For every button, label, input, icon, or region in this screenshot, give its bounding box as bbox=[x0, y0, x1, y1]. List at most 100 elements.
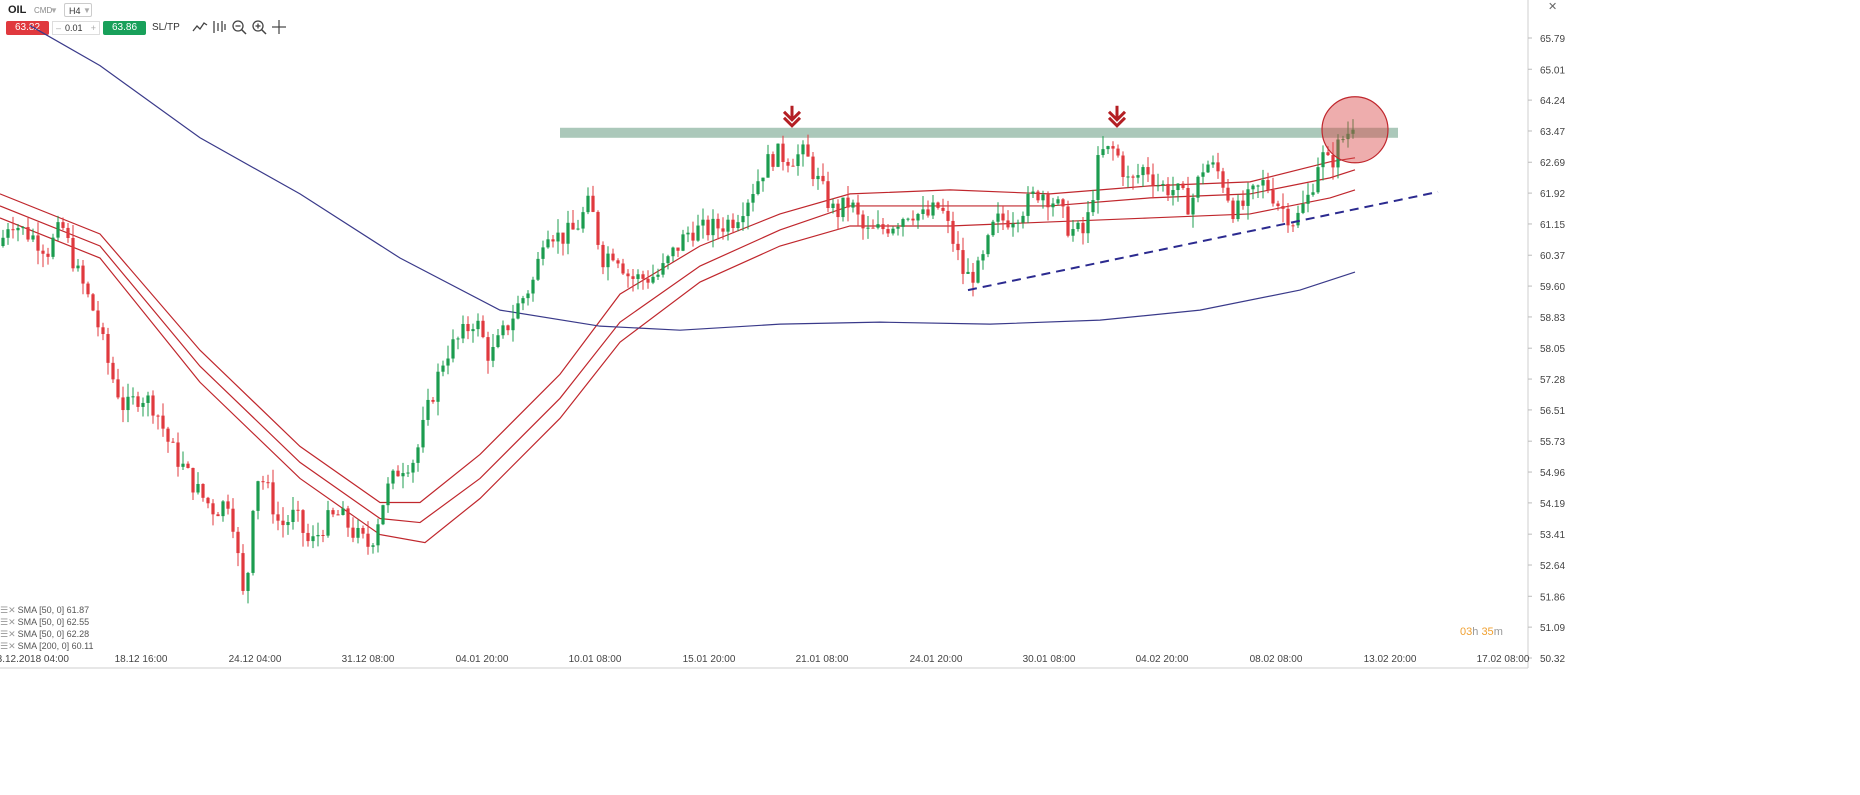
candle-bearish[interactable] bbox=[871, 227, 875, 229]
candle-bullish[interactable] bbox=[991, 221, 995, 236]
candle-bearish[interactable] bbox=[271, 482, 275, 515]
candle-bullish[interactable] bbox=[831, 203, 835, 209]
candle-bearish[interactable] bbox=[1186, 187, 1190, 215]
candle-bearish[interactable] bbox=[301, 510, 305, 533]
candle-bearish[interactable] bbox=[771, 154, 775, 167]
candle-bullish[interactable] bbox=[316, 534, 320, 537]
candle-bearish[interactable] bbox=[351, 527, 355, 538]
candle-bearish[interactable] bbox=[1286, 208, 1290, 226]
candle-bullish[interactable] bbox=[1171, 190, 1175, 196]
candle-bearish[interactable] bbox=[806, 144, 810, 157]
candle-bullish[interactable] bbox=[1256, 185, 1260, 187]
candle-bearish[interactable] bbox=[466, 323, 470, 332]
candle-bearish[interactable] bbox=[241, 553, 245, 591]
candle-bullish[interactable] bbox=[876, 224, 880, 228]
indicators-icon[interactable] bbox=[211, 19, 227, 35]
candle-bullish[interactable] bbox=[981, 254, 985, 261]
candle-bullish[interactable] bbox=[866, 227, 870, 229]
candle-bearish[interactable] bbox=[631, 276, 635, 279]
candle-bullish[interactable] bbox=[1341, 139, 1345, 141]
candle-bullish[interactable] bbox=[1321, 152, 1325, 168]
candle-bullish[interactable] bbox=[76, 265, 80, 269]
candle-bullish[interactable] bbox=[421, 419, 425, 448]
candle-bearish[interactable] bbox=[836, 203, 840, 218]
candle-bearish[interactable] bbox=[1111, 146, 1115, 149]
candle-bullish[interactable] bbox=[581, 212, 585, 229]
candle-bearish[interactable] bbox=[706, 219, 710, 236]
candle-bullish[interactable] bbox=[801, 144, 805, 155]
candle-bearish[interactable] bbox=[171, 441, 175, 443]
candle-bullish[interactable] bbox=[16, 227, 20, 231]
candle-bullish[interactable] bbox=[766, 154, 770, 178]
sl-tp-button[interactable]: SL/TP bbox=[152, 22, 180, 33]
candle-bearish[interactable] bbox=[151, 395, 155, 416]
candle-bullish[interactable] bbox=[451, 339, 455, 359]
candle-bearish[interactable] bbox=[46, 253, 50, 257]
candle-bearish[interactable] bbox=[626, 273, 630, 277]
candle-bearish[interactable] bbox=[66, 227, 70, 238]
candle-bearish[interactable] bbox=[281, 520, 285, 526]
candle-bullish[interactable] bbox=[1156, 185, 1160, 187]
candle-bullish[interactable] bbox=[51, 237, 55, 257]
candle-bearish[interactable] bbox=[811, 156, 815, 180]
candle-bullish[interactable] bbox=[1041, 194, 1045, 201]
candle-bearish[interactable] bbox=[611, 253, 615, 261]
candle-bullish[interactable] bbox=[1191, 197, 1195, 215]
candle-bullish[interactable] bbox=[751, 194, 755, 203]
candle-bullish[interactable] bbox=[1211, 162, 1215, 165]
candle-bearish[interactable] bbox=[616, 260, 620, 264]
candle-bullish[interactable] bbox=[196, 483, 200, 493]
candle-bullish[interactable] bbox=[1, 237, 5, 247]
candle-bullish[interactable] bbox=[406, 472, 410, 474]
candle-bearish[interactable] bbox=[191, 467, 195, 493]
candle-bullish[interactable] bbox=[441, 365, 445, 372]
candle-bearish[interactable] bbox=[601, 244, 605, 268]
candle-bearish[interactable] bbox=[561, 232, 565, 244]
candle-bullish[interactable] bbox=[656, 274, 660, 277]
candle-bearish[interactable] bbox=[11, 229, 15, 231]
candle-bearish[interactable] bbox=[101, 327, 105, 335]
candle-bearish[interactable] bbox=[1146, 167, 1150, 175]
candle-bullish[interactable] bbox=[521, 298, 525, 304]
candle-bullish[interactable] bbox=[56, 222, 60, 238]
candle-bearish[interactable] bbox=[346, 508, 350, 528]
candle-bullish[interactable] bbox=[246, 572, 250, 591]
candle-bullish[interactable] bbox=[131, 396, 135, 398]
candle-bearish[interactable] bbox=[731, 219, 735, 229]
candle-bullish[interactable] bbox=[1301, 203, 1305, 213]
candle-bullish[interactable] bbox=[1336, 139, 1340, 168]
candle-bullish[interactable] bbox=[416, 447, 420, 463]
candle-bearish[interactable] bbox=[721, 228, 725, 232]
candle-bullish[interactable] bbox=[251, 510, 255, 573]
candle-bearish[interactable] bbox=[821, 175, 825, 182]
candle-bullish[interactable] bbox=[661, 263, 665, 275]
candle-bullish[interactable] bbox=[841, 197, 845, 218]
candle-bearish[interactable] bbox=[961, 250, 965, 274]
candle-bullish[interactable] bbox=[606, 253, 610, 268]
candle-bearish[interactable] bbox=[1266, 180, 1270, 190]
candle-bearish[interactable] bbox=[1046, 194, 1050, 208]
candle-bearish[interactable] bbox=[366, 533, 370, 547]
sma-50-line[interactable] bbox=[0, 169, 1356, 524]
candle-bearish[interactable] bbox=[1166, 183, 1170, 196]
candle-bullish[interactable] bbox=[636, 274, 640, 279]
candle-bullish[interactable] bbox=[556, 232, 560, 242]
candle-bullish[interactable] bbox=[576, 228, 580, 230]
candle-bullish[interactable] bbox=[126, 396, 130, 411]
candle-bullish[interactable] bbox=[256, 481, 260, 511]
timeframe-select[interactable]: H4 ▼ bbox=[64, 3, 92, 17]
candle-bullish[interactable] bbox=[931, 202, 935, 216]
candle-bullish[interactable] bbox=[761, 177, 765, 182]
candle-bullish[interactable] bbox=[701, 219, 705, 226]
candle-bullish[interactable] bbox=[1206, 164, 1210, 173]
candle-bearish[interactable] bbox=[361, 527, 365, 534]
candle-bullish[interactable] bbox=[1076, 222, 1080, 230]
candle-bearish[interactable] bbox=[111, 362, 115, 380]
candle-bearish[interactable] bbox=[861, 214, 865, 229]
candle-bearish[interactable] bbox=[1121, 155, 1125, 177]
candle-bullish[interactable] bbox=[686, 232, 690, 235]
candle-bearish[interactable] bbox=[96, 310, 100, 328]
legend-item[interactable]: ☰✕ SMA [50, 0] 62.28 bbox=[0, 628, 94, 640]
candle-bullish[interactable] bbox=[681, 234, 685, 251]
candle-bullish[interactable] bbox=[376, 524, 380, 546]
